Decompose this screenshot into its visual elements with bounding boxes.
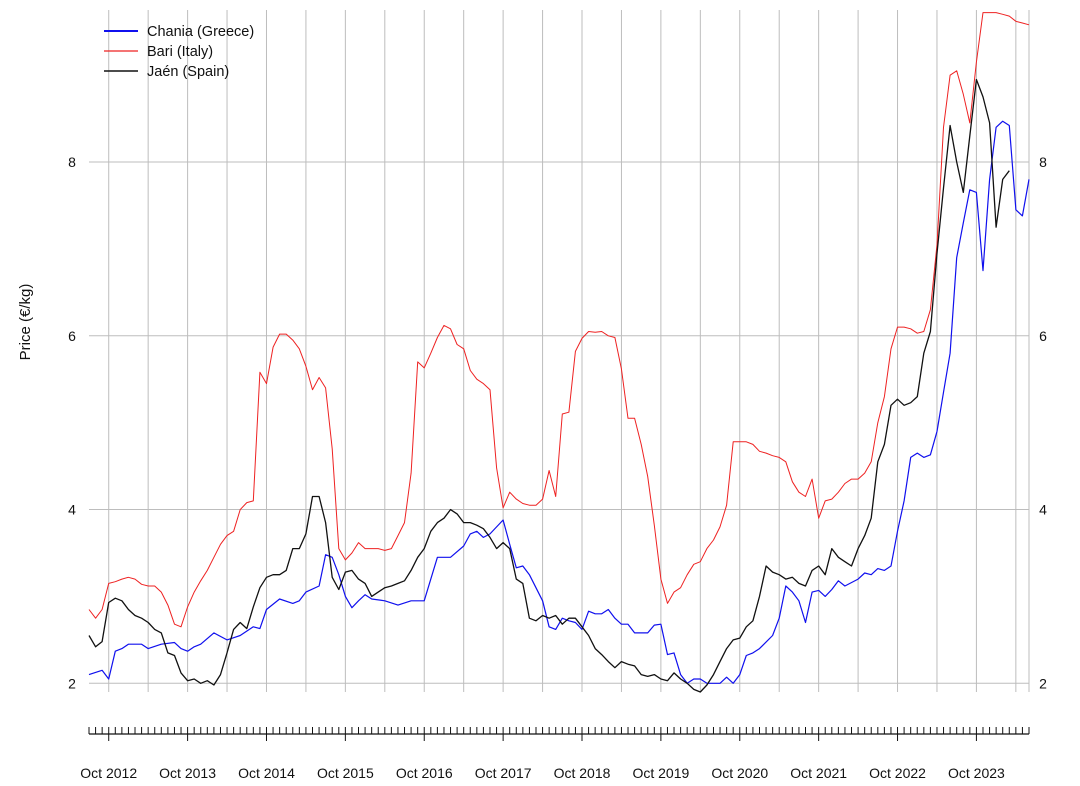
x-tick-label: Oct 2021 [790, 765, 847, 781]
grid-lines [89, 10, 1030, 692]
series-line [88, 12, 1030, 628]
y-tick-label-right: 8 [1039, 154, 1047, 170]
y-axis-title: Price (€/kg) [17, 284, 34, 361]
x-tick-label: Oct 2016 [396, 765, 453, 781]
x-tick-label: Oct 2013 [159, 765, 216, 781]
x-tick-label: Oct 2014 [238, 765, 295, 781]
series-line [88, 78, 1010, 693]
y-tick-label-right: 6 [1039, 328, 1047, 344]
legend-label-chania: Chania (Greece) [147, 24, 254, 40]
y-tick-label-left: 2 [68, 675, 76, 691]
x-tick-label: Oct 2020 [711, 765, 768, 781]
y-tick-label-right: 4 [1039, 502, 1047, 518]
y-tick-label-right: 2 [1039, 675, 1047, 691]
x-tick-label: Oct 2022 [869, 765, 926, 781]
y-tick-label-left: 6 [68, 328, 76, 344]
y-tick-label-left: 8 [68, 154, 76, 170]
x-tick-label: Oct 2012 [80, 765, 137, 781]
series-lines [88, 12, 1030, 693]
y-tick-label-left: 4 [68, 502, 76, 518]
x-tick-label: Oct 2018 [554, 765, 611, 781]
legend-label-jaen: Jaén (Spain) [147, 64, 229, 80]
x-tick-label: Oct 2017 [475, 765, 532, 781]
legend: Chania (Greece) Bari (Italy) Jaén (Spain… [104, 24, 254, 80]
series-line [88, 120, 1030, 684]
x-tick-label: Oct 2015 [317, 765, 374, 781]
x-tick-label: Oct 2023 [948, 765, 1005, 781]
x-tick-label: Oct 2019 [632, 765, 689, 781]
axes: 2 2 4 4 6 6 8 8 Oct 2012 Oct 2013 Oct 2014 Oct 2015… [68, 154, 1047, 781]
legend-label-bari: Bari (Italy) [147, 44, 213, 60]
